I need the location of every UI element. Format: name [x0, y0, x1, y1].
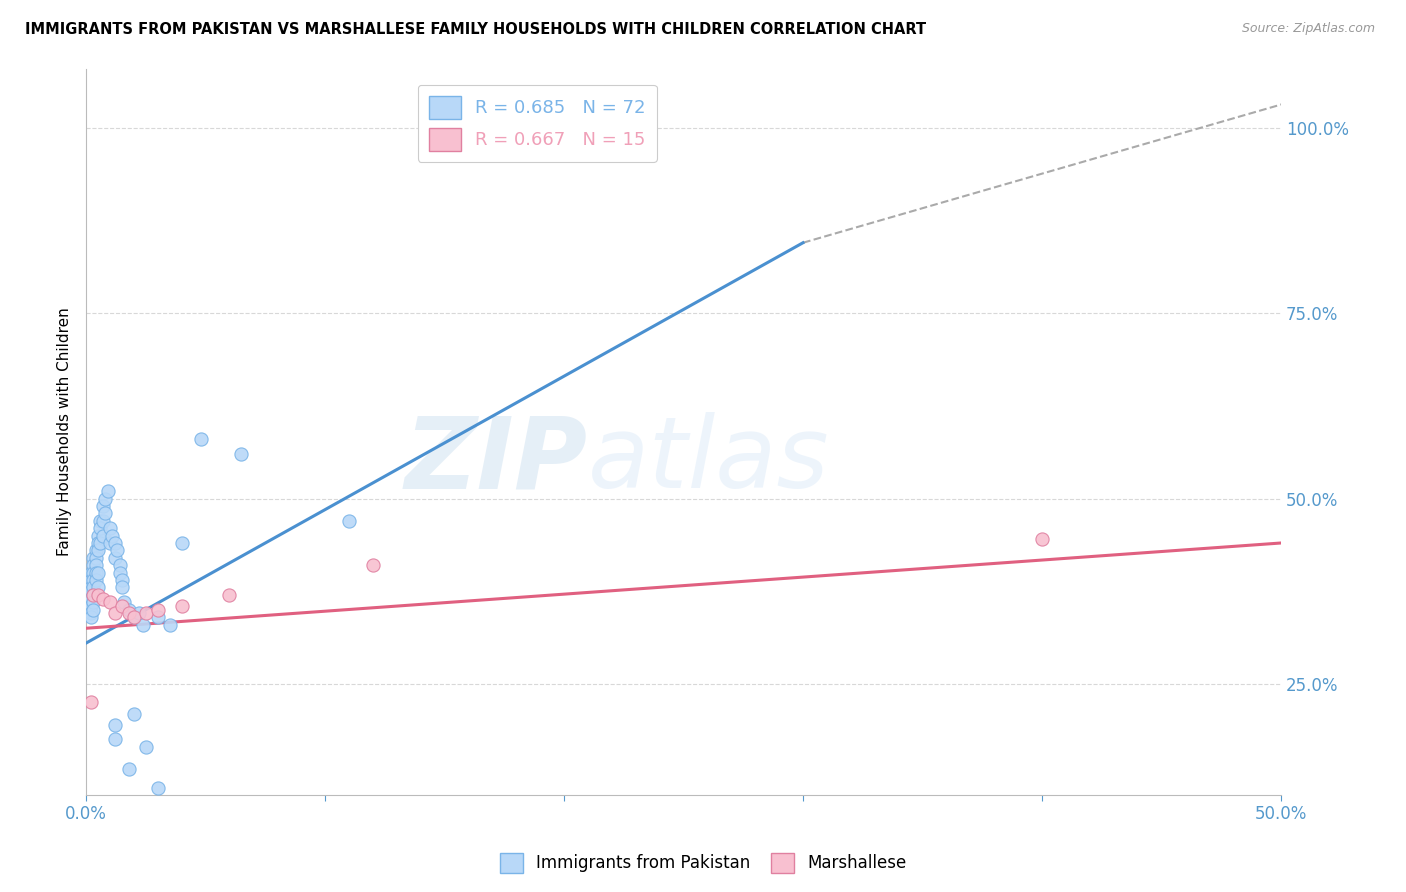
- Point: [146, 603, 169, 617]
- Point: [111, 581, 134, 595]
- Point: [104, 536, 127, 550]
- Point: [82, 581, 104, 595]
- Point: [82, 588, 104, 602]
- Point: [101, 528, 124, 542]
- Point: [87, 581, 110, 595]
- Point: [122, 610, 145, 624]
- Point: [118, 607, 141, 621]
- Point: [218, 588, 240, 602]
- Point: [94, 506, 117, 520]
- Point: [84, 566, 107, 580]
- Point: [77, 576, 100, 591]
- Point: [97, 484, 120, 499]
- Point: [80, 695, 103, 709]
- Point: [89, 536, 111, 550]
- Point: [98, 595, 121, 609]
- Point: [111, 573, 134, 587]
- Point: [87, 566, 110, 580]
- Point: [104, 717, 127, 731]
- Point: [87, 588, 110, 602]
- Point: [87, 528, 110, 542]
- Point: [77, 595, 100, 609]
- Point: [337, 514, 360, 528]
- Point: [80, 573, 103, 587]
- Point: [84, 550, 107, 565]
- Point: [108, 566, 131, 580]
- Point: [146, 780, 169, 795]
- Point: [80, 566, 103, 580]
- Point: [118, 762, 141, 776]
- Point: [170, 536, 193, 550]
- Point: [553, 120, 575, 135]
- Point: [82, 558, 104, 573]
- Point: [89, 514, 111, 528]
- Point: [361, 558, 384, 573]
- Point: [82, 603, 104, 617]
- Point: [122, 610, 145, 624]
- Point: [98, 521, 121, 535]
- Point: [77, 588, 100, 602]
- Point: [108, 558, 131, 573]
- Point: [82, 566, 104, 580]
- Point: [146, 610, 169, 624]
- Y-axis label: Family Households with Children: Family Households with Children: [58, 308, 72, 557]
- Point: [80, 610, 103, 624]
- Point: [1031, 533, 1053, 547]
- Point: [94, 491, 117, 506]
- Point: [128, 607, 150, 621]
- Point: [104, 732, 127, 747]
- Point: [82, 550, 104, 565]
- Point: [91, 591, 114, 606]
- Point: [80, 581, 103, 595]
- Legend: R = 0.685   N = 72, R = 0.667   N = 15: R = 0.685 N = 72, R = 0.667 N = 15: [418, 85, 657, 162]
- Point: [112, 595, 135, 609]
- Point: [82, 588, 104, 602]
- Point: [82, 595, 104, 609]
- Legend: Immigrants from Pakistan, Marshallese: Immigrants from Pakistan, Marshallese: [494, 847, 912, 880]
- Text: atlas: atlas: [588, 412, 830, 509]
- Point: [231, 447, 253, 461]
- Point: [87, 536, 110, 550]
- Point: [91, 499, 114, 513]
- Point: [104, 607, 127, 621]
- Point: [91, 514, 114, 528]
- Text: Source: ZipAtlas.com: Source: ZipAtlas.com: [1241, 22, 1375, 36]
- Point: [135, 607, 157, 621]
- Text: ZIP: ZIP: [405, 412, 588, 509]
- Point: [84, 573, 107, 587]
- Point: [89, 521, 111, 535]
- Point: [132, 617, 155, 632]
- Point: [80, 599, 103, 613]
- Point: [91, 528, 114, 542]
- Point: [84, 558, 107, 573]
- Point: [84, 543, 107, 558]
- Point: [170, 599, 193, 613]
- Point: [80, 584, 103, 599]
- Point: [87, 543, 110, 558]
- Point: [118, 603, 141, 617]
- Point: [111, 599, 134, 613]
- Point: [135, 739, 157, 754]
- Point: [77, 603, 100, 617]
- Point: [82, 573, 104, 587]
- Point: [104, 550, 127, 565]
- Point: [98, 536, 121, 550]
- Point: [159, 617, 181, 632]
- Point: [190, 432, 212, 446]
- Point: [122, 706, 145, 721]
- Text: IMMIGRANTS FROM PAKISTAN VS MARSHALLESE FAMILY HOUSEHOLDS WITH CHILDREN CORRELAT: IMMIGRANTS FROM PAKISTAN VS MARSHALLESE …: [25, 22, 927, 37]
- Point: [105, 543, 128, 558]
- Point: [80, 607, 103, 621]
- Point: [80, 591, 103, 606]
